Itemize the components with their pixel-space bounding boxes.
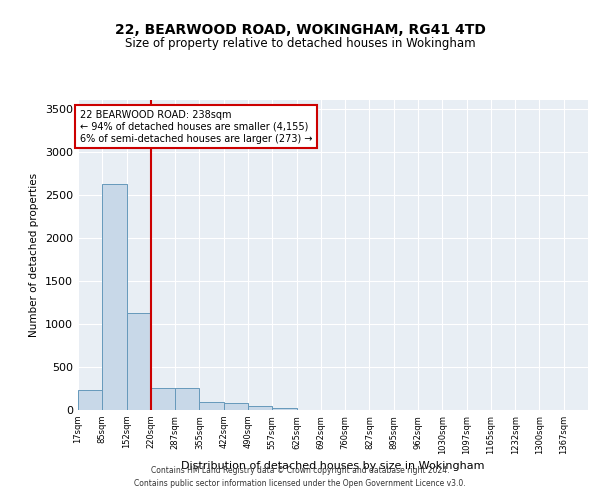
Bar [151, 388, 175, 410]
Bar [248, 406, 272, 410]
Bar [272, 408, 296, 410]
Text: 22 BEARWOOD ROAD: 238sqm
← 94% of detached houses are smaller (4,155)
6% of semi: 22 BEARWOOD ROAD: 238sqm ← 94% of detach… [80, 110, 313, 144]
Text: Contains HM Land Registry data © Crown copyright and database right 2024.
Contai: Contains HM Land Registry data © Crown c… [134, 466, 466, 487]
Bar [175, 388, 199, 410]
Bar [78, 390, 102, 410]
X-axis label: Distribution of detached houses by size in Wokingham: Distribution of detached houses by size … [181, 461, 485, 471]
Bar [224, 402, 248, 410]
Y-axis label: Number of detached properties: Number of detached properties [29, 173, 40, 337]
Bar [102, 184, 127, 410]
Bar [127, 312, 151, 410]
Text: Size of property relative to detached houses in Wokingham: Size of property relative to detached ho… [125, 38, 475, 51]
Bar [199, 402, 224, 410]
Text: 22, BEARWOOD ROAD, WOKINGHAM, RG41 4TD: 22, BEARWOOD ROAD, WOKINGHAM, RG41 4TD [115, 22, 485, 36]
